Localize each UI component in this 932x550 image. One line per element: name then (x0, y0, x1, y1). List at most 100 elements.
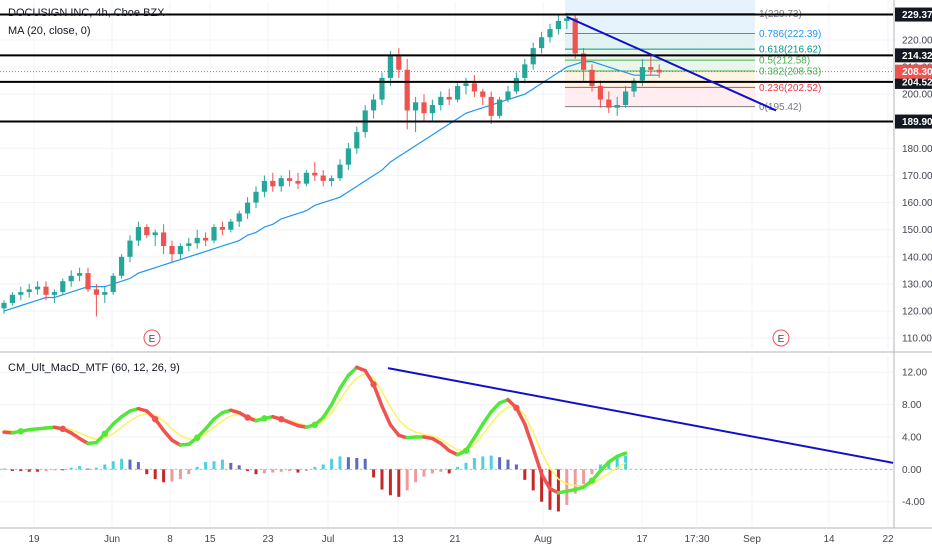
price-trendline[interactable] (566, 15, 777, 112)
crossover-dot (462, 447, 470, 454)
oscillator-trendline[interactable] (387, 367, 894, 464)
macd-line-segment (481, 410, 493, 426)
candle-body (413, 102, 419, 111)
histogram-bar (397, 469, 401, 497)
histogram-bar (447, 469, 451, 474)
candle-body (387, 56, 393, 78)
time-tick-label: 8 (167, 534, 173, 545)
time-tick-label: Jun (104, 534, 120, 545)
fib-level-label: 0.382(208.53) (759, 67, 821, 78)
histogram-bar (204, 462, 208, 470)
candle-body (312, 172, 318, 176)
candle-body (329, 178, 335, 181)
histogram-bar (372, 469, 376, 478)
time-tick-label: 15 (204, 534, 216, 545)
candle-body (152, 232, 158, 236)
candle-body (320, 175, 326, 181)
candle-body (438, 96, 444, 106)
earnings-marker-label: E (778, 334, 785, 345)
candle-body (68, 275, 74, 282)
osc-trendline-segment (387, 367, 894, 464)
candle-body (555, 20, 561, 30)
oscillator-axis[interactable]: 12.00 8.00 4.00 0.00 -4.00 (902, 368, 927, 509)
price-tick-label: 160.00 (902, 198, 932, 209)
histogram-bar (405, 469, 409, 491)
candle-body (261, 180, 267, 192)
histogram-bar (27, 469, 31, 472)
candle-body (581, 53, 587, 70)
histogram-bar (212, 461, 216, 470)
candle-body (253, 191, 259, 203)
macd-line-segment (489, 401, 502, 414)
histogram-bar (489, 455, 493, 470)
candle-body (127, 240, 133, 257)
candlesticks (1, 12, 662, 317)
fib-retracement[interactable]: 1(229.73)0.786(222.39)0.618(216.62)0.5(2… (565, 0, 821, 113)
histogram-bar (120, 458, 124, 470)
earnings-marker-label: E (149, 334, 156, 345)
histogram-bar (330, 458, 334, 470)
histogram-bar (44, 469, 48, 471)
histogram-bar (136, 462, 140, 470)
price-tag-label: 229.37 (902, 10, 932, 21)
fib-zone (565, 71, 755, 88)
candle-body (455, 86, 461, 100)
histogram-bar (195, 466, 199, 470)
candle-body (295, 180, 301, 184)
time-tick-label: Sep (743, 534, 761, 545)
histogram-bar (69, 467, 73, 470)
histogram-bar (111, 461, 115, 470)
candle-body (211, 227, 217, 241)
fib-level-label: 0.786(222.39) (759, 29, 821, 40)
histogram-bar (19, 469, 23, 471)
histogram-bar (540, 469, 544, 502)
price-tick-label: 120.00 (902, 307, 932, 318)
candle-body (421, 102, 427, 114)
price-axis[interactable]: 110.00 120.00 130.00 140.00 150.00 160.00 170.… (895, 7, 932, 345)
histogram-bar (464, 462, 468, 470)
candle-body (656, 69, 662, 73)
histogram-bar (363, 458, 367, 470)
candle-body (219, 227, 225, 230)
crossover-dot (194, 434, 201, 441)
candle-body (110, 275, 116, 293)
candle-body (480, 91, 486, 97)
fib-level-label: 0.618(216.62) (759, 45, 821, 56)
price-tag (895, 114, 932, 129)
price-tag-label: 204.52 (902, 77, 932, 88)
crossover-dot (244, 414, 251, 421)
price-tick-label: 140.00 (902, 252, 932, 263)
macd-line-segment (615, 451, 628, 459)
histogram-bar (52, 469, 56, 471)
candle-body (606, 99, 612, 108)
histogram-bar (523, 469, 527, 480)
crossover-dot (311, 421, 318, 429)
histogram-bar (2, 468, 6, 470)
histogram-bar (414, 469, 418, 483)
candle-body (77, 273, 83, 276)
macd-line-segment (472, 422, 485, 440)
time-tick-label: 14 (823, 534, 835, 545)
macd-line-segment (371, 382, 384, 408)
candle-body (43, 286, 49, 295)
candle-body (186, 243, 192, 246)
candle-body (287, 178, 293, 181)
candle-body (396, 56, 402, 70)
time-axis[interactable]: 19 Jun 8 15 23 Jul 13 21 Aug 17 17:30 Sep 14 22 (28, 534, 894, 545)
macd-line-segment (203, 417, 216, 431)
horizontal-levels[interactable] (0, 13, 893, 123)
candle-body (85, 273, 91, 290)
histogram-bar (128, 459, 132, 470)
histogram-bar (472, 458, 476, 470)
candle-body (505, 91, 511, 100)
crossover-dot (261, 415, 268, 422)
price-tick-label: 150.00 (902, 225, 932, 236)
macd-line-segment (598, 460, 611, 473)
fib-zone (565, 13, 755, 34)
histogram-bar (78, 466, 82, 470)
time-tick-label: 17:30 (684, 534, 709, 545)
candle-body (497, 99, 503, 116)
candle-body (135, 227, 141, 241)
